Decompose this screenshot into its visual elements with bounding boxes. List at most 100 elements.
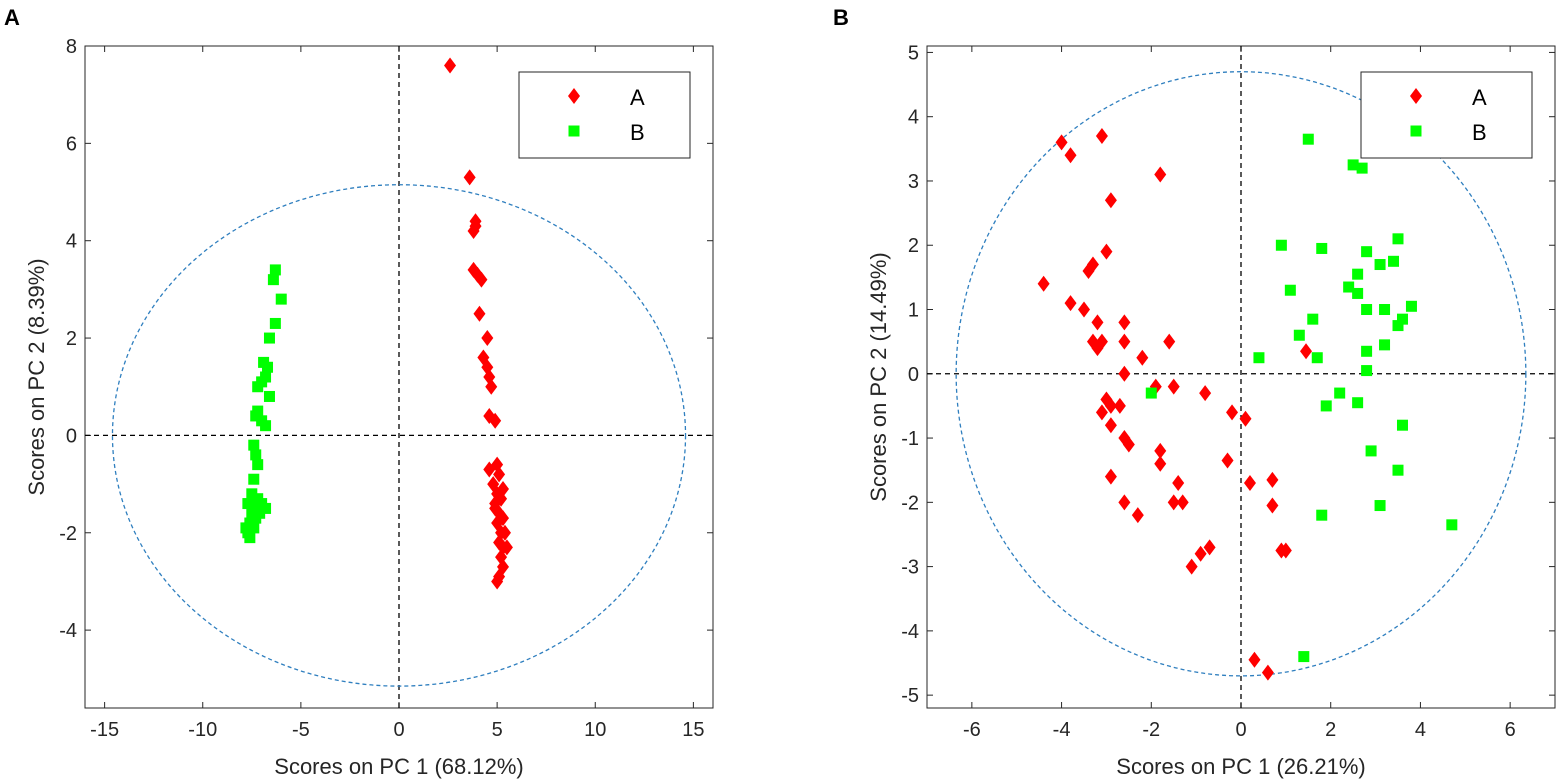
x-tick-label: -15: [90, 719, 119, 741]
point-series-a: [489, 412, 502, 429]
point-series-a: [1131, 507, 1144, 524]
y-axis-label-b: Scores on PC 2 (14.49%): [866, 252, 891, 501]
point-series-a: [1037, 275, 1050, 292]
point-series-a: [1266, 471, 1279, 488]
point-series-a: [1113, 397, 1126, 414]
x-axis-label-a: Scores on PC 1 (68.12%): [274, 754, 523, 779]
point-series-a: [473, 305, 486, 322]
panel-label-a: A: [4, 5, 20, 30]
point-series-a: [1176, 494, 1189, 511]
point-series-b: [1361, 246, 1373, 258]
point-series-b: [1388, 255, 1400, 267]
x-tick-label: -6: [963, 719, 981, 741]
y-tick-label: 4: [66, 231, 77, 253]
point-series-b: [260, 420, 272, 432]
point-series-a: [497, 480, 510, 497]
point-series-b: [1356, 162, 1368, 174]
point-series-a: [498, 524, 511, 541]
x-tick-label: 0: [1235, 719, 1246, 741]
point-series-b: [1334, 387, 1346, 399]
y-tick-label: -5: [901, 685, 919, 707]
y-tick-label: -2: [901, 492, 919, 514]
y-tick-label: -3: [901, 557, 919, 579]
legend-marker-a-series-a: [568, 88, 580, 104]
point-series-a: [475, 271, 488, 288]
x-tick-label: 5: [492, 719, 503, 741]
x-tick-label: -5: [292, 719, 310, 741]
point-series-b: [1405, 300, 1417, 312]
point-series-b: [250, 449, 262, 461]
ticks-a: -15 -10 -5 0 5 10 15 -4 -2 0 2 4 6 8: [59, 36, 713, 741]
point-series-b: [1284, 284, 1296, 296]
legend-marker-a-series-b: [568, 125, 580, 137]
point-series-b: [1392, 233, 1404, 245]
data-points-b: [1037, 127, 1458, 681]
point-series-b: [269, 317, 281, 329]
point-series-b: [1298, 651, 1310, 663]
point-series-a: [489, 495, 502, 512]
y-tick-label: 2: [66, 328, 77, 350]
chart-panel-b: B -6 -4 -2 0 2 4 6 -5 -4 -3 -2 -1 0 1 2 3 4 5 A B Scores …: [833, 5, 1556, 779]
y-tick-label: 3: [908, 171, 919, 193]
x-tick-label: -4: [1053, 719, 1071, 741]
point-series-b: [1302, 133, 1314, 145]
point-series-a: [1095, 333, 1108, 350]
y-tick-label: -1: [901, 428, 919, 450]
x-tick-label: 4: [1415, 719, 1426, 741]
point-series-a: [1226, 404, 1239, 421]
reference-lines-a: [85, 46, 713, 708]
point-series-a: [1104, 468, 1117, 485]
point-series-b: [248, 522, 260, 534]
point-series-a: [1154, 166, 1167, 183]
point-series-b: [252, 381, 264, 393]
confidence-ellipse: [111, 184, 687, 687]
point-series-b: [244, 532, 256, 544]
point-series-b: [1396, 313, 1408, 325]
x-tick-label: 15: [682, 719, 704, 741]
point-series-b: [1361, 345, 1373, 357]
y-tick-label: 2: [908, 235, 919, 257]
y-tick-label: 5: [908, 42, 919, 64]
point-series-a: [463, 169, 476, 186]
reference-lines-b: [927, 46, 1555, 708]
x-tick-label: -10: [188, 719, 217, 741]
point-series-a: [481, 330, 494, 347]
point-series-a: [1221, 452, 1234, 469]
y-tick-label: -4: [901, 621, 919, 643]
point-series-a: [1279, 542, 1292, 559]
point-series-b: [263, 332, 275, 344]
point-series-b: [267, 274, 279, 286]
confidence-ellipse-b: [955, 71, 1527, 677]
point-series-b: [1316, 509, 1328, 521]
point-series-b: [1352, 287, 1364, 299]
point-series-a: [1082, 262, 1095, 279]
point-series-a: [1248, 651, 1261, 668]
x-tick-label: 6: [1505, 719, 1516, 741]
point-series-a: [1266, 497, 1279, 514]
chart-panel-a: A -15 -10 -5 0 5 10 15 -4 -2 0 2 4 6 8 A B Scores on …: [4, 5, 714, 779]
point-series-a: [491, 573, 504, 590]
point-series-b: [246, 488, 258, 500]
legend-box-a: [518, 71, 691, 159]
point-series-a: [1064, 295, 1077, 312]
point-series-b: [269, 264, 281, 276]
x-tick-label: -2: [1142, 719, 1160, 741]
point-series-a: [1055, 134, 1068, 151]
point-series-a: [493, 466, 506, 483]
point-series-b: [1352, 268, 1364, 280]
confidence-ellipse-a: [111, 184, 687, 687]
point-series-b: [1145, 387, 1157, 399]
x-tick-label: 10: [584, 719, 606, 741]
point-series-b: [1374, 259, 1386, 271]
point-series-b: [1379, 339, 1391, 351]
point-series-b: [1361, 304, 1373, 316]
point-series-b: [262, 361, 274, 373]
legend-label-b-series-b: B: [1472, 120, 1487, 145]
legend-box-b: [1360, 71, 1533, 159]
point-series-b: [1293, 329, 1305, 341]
point-series-a: [1199, 385, 1212, 402]
data-points-a: [240, 57, 513, 590]
point-series-a: [1104, 192, 1117, 209]
point-series-a: [1154, 455, 1167, 472]
point-series-b: [1320, 400, 1332, 412]
